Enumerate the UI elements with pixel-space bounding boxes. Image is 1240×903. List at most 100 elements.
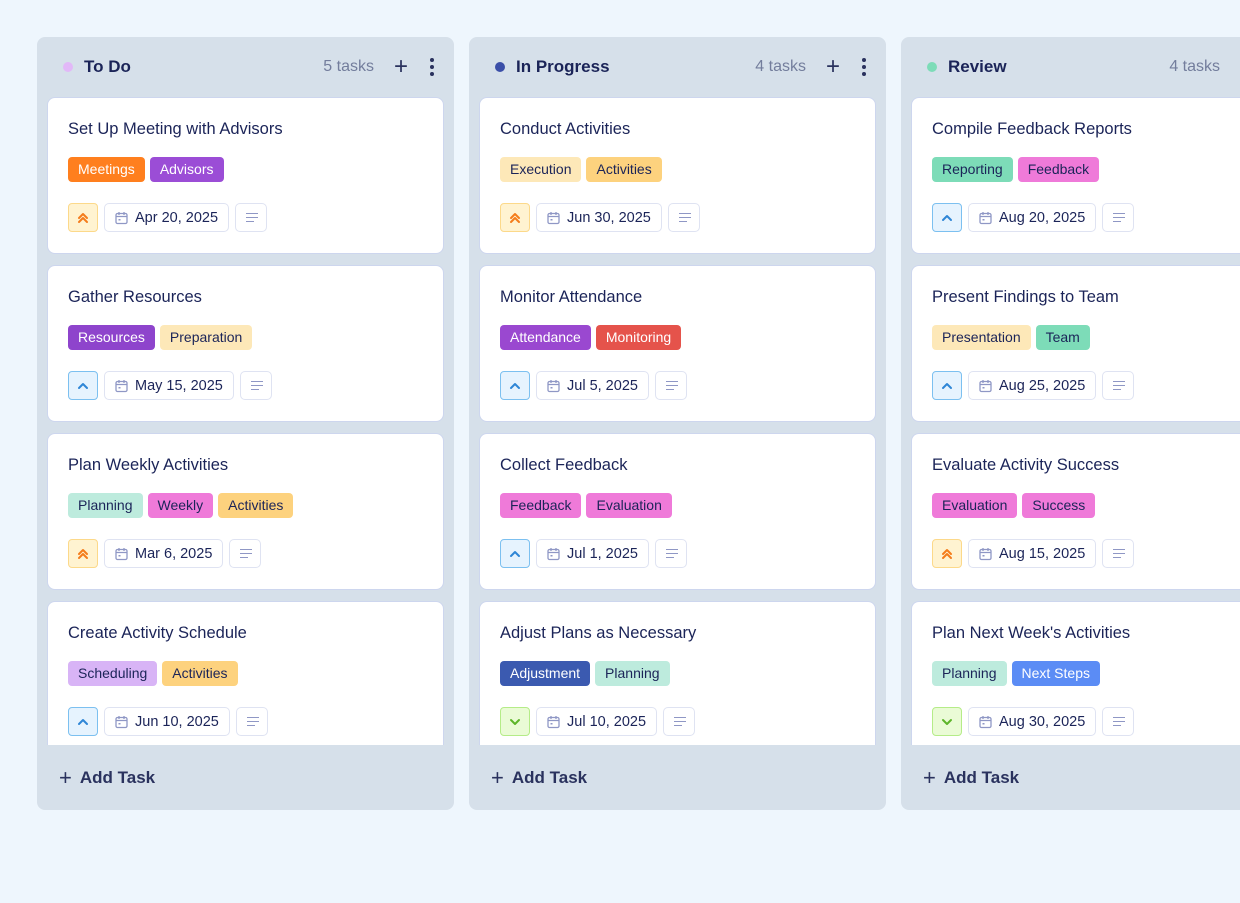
tag: Preparation [159, 325, 253, 350]
task-card[interactable]: Gather Resources Resources Preparation May … [47, 265, 444, 422]
tag: Weekly [147, 493, 214, 518]
tag: Reporting [932, 157, 1013, 182]
task-count: 4 tasks [755, 58, 806, 75]
priority-high-icon[interactable] [500, 539, 530, 568]
description-icon[interactable] [1102, 371, 1135, 400]
priority-urgent-icon[interactable] [68, 203, 98, 232]
due-date[interactable]: Aug 20, 2025 [968, 203, 1097, 232]
description-icon[interactable] [1102, 539, 1135, 568]
tag-list: Adjustment Planning [500, 661, 855, 686]
due-date[interactable]: Jun 30, 2025 [536, 203, 662, 232]
tag: Feedback [1017, 157, 1100, 182]
card-list[interactable]: Conduct Activities Execution Activities Jun… [479, 97, 876, 745]
description-icon[interactable] [654, 539, 687, 568]
task-title: Conduct Activities [500, 120, 631, 138]
priority-low-icon[interactable] [500, 707, 530, 736]
priority-urgent-icon[interactable] [932, 539, 962, 568]
task-card[interactable]: Evaluate Activity Success Evaluation Succe… [911, 433, 1240, 590]
status-dot [63, 62, 73, 72]
due-date[interactable]: Aug 30, 2025 [968, 707, 1097, 736]
description-icon[interactable] [235, 203, 268, 232]
card-list[interactable]: Compile Feedback Reports Reporting Feedbac… [911, 97, 1240, 745]
tag: Planning [595, 661, 670, 686]
add-task-button[interactable]: + Add Task [37, 745, 454, 810]
priority-high-icon[interactable] [932, 371, 962, 400]
card-meta: May 15, 2025 [68, 371, 423, 400]
card-meta: Aug 25, 2025 [932, 371, 1220, 400]
tag-list: Planning Weekly Activities [68, 493, 423, 518]
task-count: 4 tasks [1169, 58, 1220, 75]
description-icon[interactable] [663, 707, 696, 736]
tag: Resources [68, 325, 155, 350]
priority-high-icon[interactable] [68, 707, 98, 736]
description-icon[interactable] [235, 707, 268, 736]
due-date[interactable]: Aug 15, 2025 [968, 539, 1097, 568]
task-card[interactable]: Compile Feedback Reports Reporting Feedbac… [911, 97, 1240, 254]
description-icon[interactable] [1102, 203, 1135, 232]
priority-urgent-icon[interactable] [68, 539, 98, 568]
due-date[interactable]: Aug 25, 2025 [968, 371, 1097, 400]
add-task-button[interactable]: + Add Task [469, 745, 886, 810]
add-icon[interactable]: + [393, 53, 408, 80]
column-to-do: To Do 5 tasks + Set Up Meeting with Advisor… [37, 37, 454, 810]
tag: Monitoring [595, 325, 682, 350]
due-date[interactable]: May 15, 2025 [104, 371, 234, 400]
due-date[interactable]: Mar 6, 2025 [104, 539, 224, 568]
due-date[interactable]: Jul 1, 2025 [536, 539, 649, 568]
priority-urgent-icon[interactable] [500, 203, 530, 232]
due-date-text: Jun 30, 2025 [567, 209, 651, 226]
task-card[interactable]: Create Activity Schedule Scheduling Activi… [47, 601, 444, 745]
status-dot [927, 62, 937, 72]
tag: Activities [586, 157, 662, 182]
priority-high-icon[interactable] [68, 371, 98, 400]
priority-high-icon[interactable] [932, 203, 962, 232]
task-card[interactable]: Monitor Attendance Attendance Monitoring Ju… [479, 265, 876, 422]
card-meta: Jul 5, 2025 [500, 371, 855, 400]
tag: Evaluation [932, 493, 1018, 518]
task-card[interactable]: Plan Weekly Activities Planning Weekly Acti… [47, 433, 444, 590]
add-task-button[interactable]: + Add Task [901, 745, 1240, 810]
description-icon[interactable] [667, 203, 700, 232]
card-list[interactable]: Set Up Meeting with Advisors Meetings Advi… [47, 97, 444, 745]
priority-high-icon[interactable] [500, 371, 530, 400]
due-date[interactable]: Apr 20, 2025 [104, 203, 230, 232]
tag: Execution [500, 157, 582, 182]
tag-list: Planning Next Steps [932, 661, 1220, 686]
due-date-text: May 15, 2025 [135, 377, 223, 394]
add-icon[interactable]: + [825, 53, 840, 80]
description-icon[interactable] [654, 371, 687, 400]
more-options-icon[interactable] [430, 58, 434, 76]
task-card[interactable]: Conduct Activities Execution Activities Jun… [479, 97, 876, 254]
priority-low-icon[interactable] [932, 707, 962, 736]
description-icon[interactable] [229, 539, 262, 568]
task-count: 5 tasks [323, 58, 374, 75]
column-title: Review [948, 57, 1007, 76]
task-card[interactable]: Set Up Meeting with Advisors Meetings Advi… [47, 97, 444, 254]
task-card[interactable]: Collect Feedback Feedback Evaluation Jul 1,… [479, 433, 876, 590]
tag: Evaluation [586, 493, 672, 518]
task-title: Collect Feedback [500, 456, 628, 474]
task-card[interactable]: Plan Next Week's Activities Planning Next … [911, 601, 1240, 745]
tag-list: Execution Activities [500, 157, 855, 182]
task-card[interactable]: Present Findings to Team Presentation Team… [911, 265, 1240, 422]
due-date[interactable]: Jul 10, 2025 [536, 707, 658, 736]
calendar-icon [547, 211, 560, 225]
card-meta: Aug 15, 2025 [932, 539, 1220, 568]
due-date-text: Jul 10, 2025 [567, 713, 647, 730]
due-date[interactable]: Jul 5, 2025 [536, 371, 649, 400]
description-icon[interactable] [1102, 707, 1135, 736]
tag: Feedback [500, 493, 582, 518]
due-date-text: Aug 20, 2025 [999, 209, 1086, 226]
plus-icon: + [491, 764, 504, 790]
card-meta: Jul 1, 2025 [500, 539, 855, 568]
card-meta: Aug 30, 2025 [932, 707, 1220, 736]
tag-list: Feedback Evaluation [500, 493, 855, 518]
due-date[interactable]: Jun 10, 2025 [104, 707, 230, 736]
more-options-icon[interactable] [862, 58, 866, 76]
tag-list: Evaluation Success [932, 493, 1220, 518]
column-title: To Do [84, 57, 131, 76]
task-title: Gather Resources [68, 288, 202, 306]
task-card[interactable]: Adjust Plans as Necessary Adjustment Plann… [479, 601, 876, 745]
calendar-icon [547, 547, 560, 561]
description-icon[interactable] [239, 371, 272, 400]
